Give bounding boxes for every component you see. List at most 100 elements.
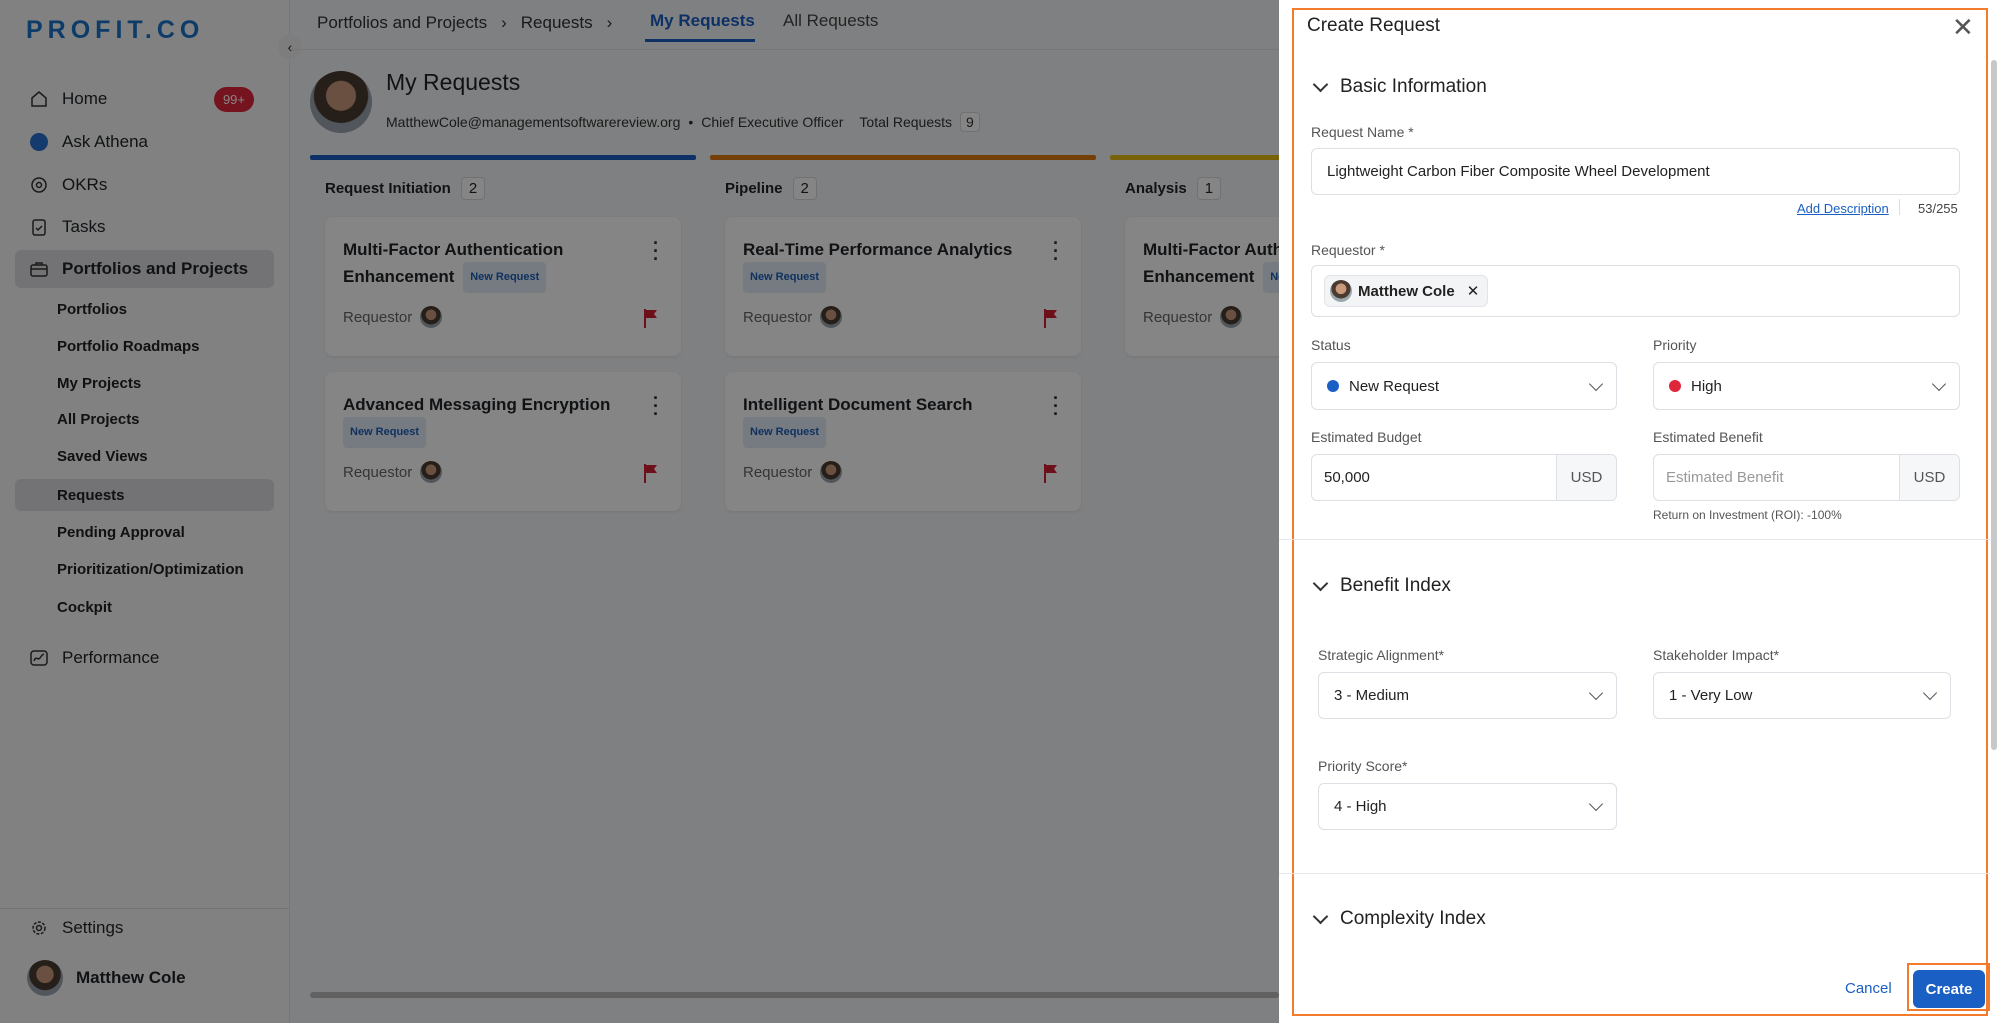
sidebar-item-tasks[interactable]: Tasks <box>15 208 274 246</box>
status-dot <box>1327 380 1339 392</box>
card-title: Intelligent Document Search New Request <box>743 392 1023 448</box>
card-title: Real-Time Performance Analytics New Reque… <box>743 237 1023 293</box>
section-complexity-index[interactable]: Complexity Index <box>1311 908 1486 930</box>
chevron-down-icon <box>1312 908 1329 924</box>
horizontal-scrollbar[interactable] <box>310 992 1279 998</box>
sidebar-item-label: Performance <box>62 648 160 667</box>
strategic-alignment-label: Strategic Alignment* <box>1318 647 1445 663</box>
priority-score-select[interactable]: 4 - High <box>1318 783 1617 830</box>
requestor-label: Requestor <box>343 463 413 481</box>
breadcrumb-portfolios-and-projects[interactable]: Portfolios and Projects <box>317 13 488 32</box>
requestor-label: Requestor <box>1143 308 1213 326</box>
status-badge: New Request <box>343 417 427 448</box>
status-badge: New Request <box>743 262 827 293</box>
divider <box>1279 873 1990 874</box>
request-card[interactable]: Real-Time Performance Analytics New Reque… <box>725 217 1081 356</box>
currency-label: USD <box>1899 455 1959 500</box>
cancel-button[interactable]: Cancel <box>1845 980 1892 997</box>
chevron-down-icon <box>1588 685 1604 701</box>
sidebar-sub-all-projects[interactable]: All Projects <box>57 410 140 428</box>
chevron-down-icon <box>1588 796 1604 812</box>
avatar <box>820 461 843 483</box>
priority-select[interactable]: High <box>1653 362 1960 410</box>
priority-label: Priority <box>1653 337 1697 353</box>
estimated-budget-input[interactable]: 50,000 USD <box>1311 454 1617 501</box>
divider <box>1279 539 1990 540</box>
create-button[interactable]: Create <box>1913 970 1985 1008</box>
column-count: 2 <box>792 177 817 200</box>
sidebar-sub-cockpit[interactable]: Cockpit <box>57 598 113 616</box>
sidebar-item-portfolios-and-projects[interactable]: Portfolios and Projects <box>15 250 274 288</box>
request-card[interactable]: Multi-Factor Authentication Enhancement … <box>325 217 681 356</box>
divider <box>290 49 1280 50</box>
add-description-link[interactable]: Add Description <box>1797 201 1889 216</box>
sidebar-sub-saved-views[interactable]: Saved Views <box>57 447 148 465</box>
stakeholder-impact-select[interactable]: 1 - Very Low <box>1653 672 1951 719</box>
sidebar-item-home[interactable]: Home 99+ <box>15 80 274 118</box>
total-requests-label: Total Requests <box>859 114 953 130</box>
section-benefit-index[interactable]: Benefit Index <box>1311 575 1451 597</box>
more-options-icon[interactable]: · · · <box>1053 233 1059 269</box>
avatar <box>27 960 63 996</box>
section-heading: Basic Information <box>1340 76 1487 97</box>
sidebar-sub-portfolios[interactable]: Portfolios <box>57 300 127 318</box>
status-badge: New Request <box>463 262 547 293</box>
email: MatthewCole@managementsoftwarereview.org <box>386 114 681 130</box>
sidebar-item-settings[interactable]: Settings <box>15 909 274 947</box>
more-options-icon[interactable]: · · · <box>1053 388 1059 424</box>
page-title: My Requests <box>386 69 521 95</box>
chevron-down-icon <box>1312 76 1329 92</box>
modal-backdrop[interactable] <box>0 0 1279 1023</box>
home-icon <box>28 88 50 110</box>
request-card[interactable]: Multi-Factor Authentication Enhancement … <box>1125 217 1279 356</box>
strategic-alignment-select[interactable]: 3 - Medium <box>1318 672 1617 719</box>
gear-icon <box>28 917 50 939</box>
sidebar-sub-pending-approval[interactable]: Pending Approval <box>57 523 185 541</box>
logo: PROFIT.CO <box>26 16 205 44</box>
total-requests-count: 9 <box>960 112 980 132</box>
requestor-input[interactable]: Matthew Cole ✕ <box>1311 265 1960 317</box>
user-profile[interactable]: Matthew Cole <box>15 959 274 997</box>
chevron-down-icon <box>1588 376 1604 391</box>
sidebar-item-label: Portfolios and Projects <box>62 259 249 278</box>
column-title: Analysis <box>1125 180 1187 197</box>
stakeholder-impact-value: 1 - Very Low <box>1669 687 1753 704</box>
requestor-label: Requestor <box>743 463 813 481</box>
card-title-text: Multi-Factor Authentication Enhancement <box>343 240 564 286</box>
sidebar-sub-portfolio-roadmaps[interactable]: Portfolio Roadmaps <box>57 337 200 355</box>
sidebar-item-performance[interactable]: Performance <box>15 639 274 677</box>
chevron-right-icon: › <box>606 13 613 32</box>
status-label: Status <box>1311 337 1351 353</box>
divider <box>1899 199 1900 215</box>
more-options-icon[interactable]: · · · <box>653 388 659 424</box>
briefcase-icon <box>28 258 50 280</box>
sidebar-item-okrs[interactable]: OKRs <box>15 166 274 204</box>
avatar <box>1330 280 1352 302</box>
column-count: 1 <box>1196 177 1222 200</box>
section-basic-information[interactable]: Basic Information <box>1311 76 1487 98</box>
column-header: Analysis 1 <box>1125 177 1222 200</box>
close-icon[interactable]: ✕ <box>1952 12 1974 42</box>
sidebar-sub-prioritization[interactable]: Prioritization/Optimization <box>57 560 244 578</box>
chevron-down-icon <box>1931 376 1947 391</box>
request-name-input[interactable]: Lightweight Carbon Fiber Composite Wheel… <box>1311 148 1960 195</box>
breadcrumb-requests[interactable]: Requests <box>520 13 593 32</box>
target-icon <box>28 174 50 196</box>
status-select[interactable]: New Request <box>1311 362 1617 410</box>
more-options-icon[interactable]: · · · <box>653 233 659 269</box>
sidebar-sub-requests[interactable]: Requests <box>15 479 274 511</box>
status-badge: New Request <box>1263 262 1279 293</box>
request-card[interactable]: Intelligent Document Search New Request ·… <box>725 372 1081 511</box>
estimated-benefit-input[interactable]: Estimated Benefit USD <box>1653 454 1960 501</box>
collapse-sidebar-button[interactable]: ‹ <box>278 35 302 59</box>
tab-my-requests[interactable]: My Requests <box>650 11 755 30</box>
roi-text: Return on Investment (ROI): -100% <box>1653 508 1842 522</box>
vertical-scrollbar[interactable] <box>1991 60 1997 750</box>
profile-info: MatthewCole@managementsoftwarereview.org… <box>386 112 980 132</box>
remove-chip-icon[interactable]: ✕ <box>1466 283 1480 300</box>
tab-all-requests[interactable]: All Requests <box>783 11 879 30</box>
request-card[interactable]: Advanced Messaging Encryption New Request… <box>325 372 681 511</box>
sidebar-sub-my-projects[interactable]: My Projects <box>57 374 142 392</box>
requestor-row: Requestor <box>743 461 843 483</box>
sidebar-item-ask-athena[interactable]: Ask Athena <box>15 123 274 161</box>
